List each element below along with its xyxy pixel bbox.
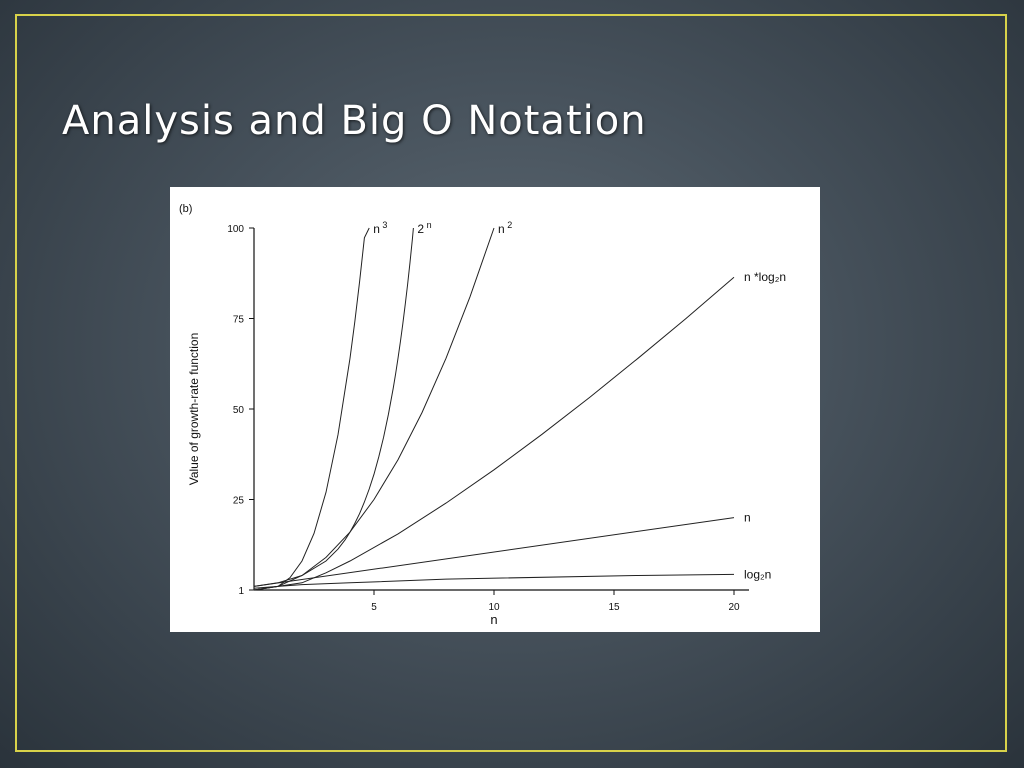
x-axis-label: n — [490, 612, 497, 627]
log2n-curve — [253, 573, 735, 591]
nlogn-label: n *log₂n — [744, 270, 786, 284]
y-tick-label: 100 — [227, 224, 244, 235]
panel-label: (b) — [179, 203, 192, 215]
linear-n-label: n — [744, 511, 751, 525]
exp-2n-label: 2 n — [417, 220, 431, 236]
chart-svg: (b) 1 25 50 75 100 5 10 15 20 2 n n 3 n 2 n *log₂n n… — [179, 203, 786, 627]
log2n-label: log₂n — [744, 567, 771, 581]
quadratic-n2-label: n 2 — [498, 220, 512, 236]
cubic-n3-curve — [253, 227, 370, 590]
exp-2n-curve — [253, 227, 414, 590]
x-tick-label: 10 — [488, 602, 500, 613]
y-axis-label: Value of growth-rate function — [187, 333, 201, 486]
slide-frame — [15, 14, 1007, 752]
y-tick-label: 25 — [233, 496, 245, 507]
y-tick-label: 75 — [233, 315, 245, 326]
y-tick-label: 1 — [238, 586, 244, 597]
cubic-n3-label: n 3 — [373, 220, 387, 236]
quadratic-n2-curve — [253, 227, 495, 591]
x-tick-label: 5 — [371, 602, 377, 613]
x-tick-label: 15 — [608, 602, 620, 613]
y-tick-label: 50 — [233, 405, 245, 416]
slide-title: Analysis and Big O Notation — [62, 98, 647, 144]
growth-rate-chart: (b) 1 25 50 75 100 5 10 15 20 2 n n 3 n 2 n *log₂n n… — [170, 187, 820, 632]
linear-n-curve — [253, 517, 735, 590]
nlogn-curve — [253, 276, 735, 591]
x-tick-label: 20 — [728, 602, 740, 613]
